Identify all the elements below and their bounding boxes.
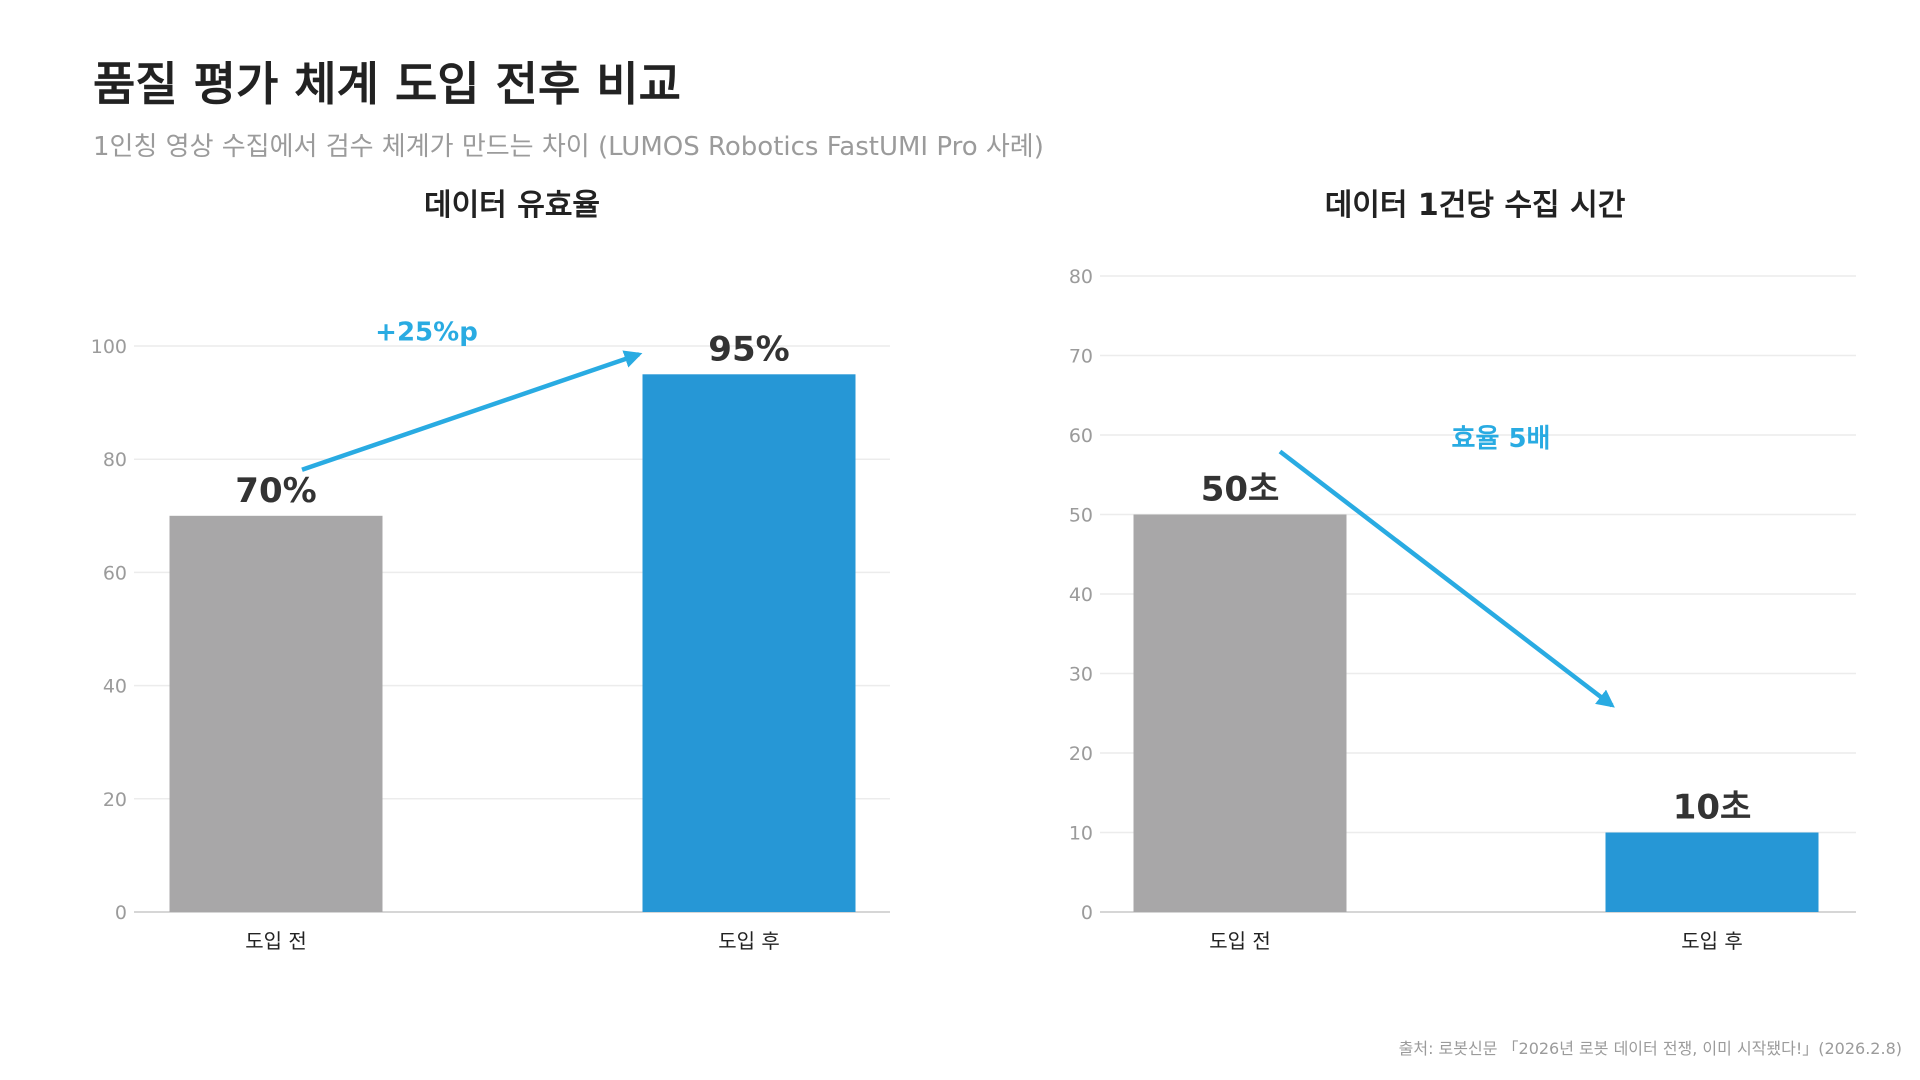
y-tick-label: 0 <box>115 902 127 924</box>
x-tick-label: 도입 전 <box>245 929 307 953</box>
y-tick-label: 40 <box>1069 584 1093 606</box>
data-label: 95% <box>708 329 789 369</box>
y-tick-label: 60 <box>103 562 127 584</box>
x-tick-label: 도입 후 <box>718 929 780 953</box>
y-tick-label: 80 <box>103 449 127 471</box>
y-tick-label: 60 <box>1069 425 1093 447</box>
bar-before <box>169 515 383 912</box>
data-label: 70% <box>235 471 316 511</box>
chart-title: 데이터 유효율 <box>424 188 600 223</box>
chart-title: 데이터 1건당 수집 시간 <box>1325 188 1626 223</box>
x-tick-label: 도입 전 <box>1209 929 1271 953</box>
validity-rate-chart: 데이터 유효율 0 20 40 60 80 100 70% 도입 전 95% 도입 후 +25%p <box>91 188 890 953</box>
y-tick-label: 50 <box>1069 505 1093 527</box>
page-subtitle: 1인칭 영상 수집에서 검수 체계가 만드는 차이 (LUMOS Robotic… <box>93 132 1044 162</box>
y-tick-label: 70 <box>1069 346 1093 368</box>
source-note: 출처: 로봇신문 「2026년 로봇 데이터 전쟁, 이미 시작됐다!」(202… <box>1398 1039 1902 1058</box>
y-tick-label: 30 <box>1069 664 1093 686</box>
y-tick-label: 100 <box>91 336 127 358</box>
data-label: 10초 <box>1673 788 1752 828</box>
x-tick-label: 도입 후 <box>1681 929 1743 953</box>
y-tick-label: 0 <box>1081 902 1093 924</box>
y-tick-label: 40 <box>103 676 127 698</box>
trend-arrow <box>301 350 643 472</box>
annotation-label: 효율 5배 <box>1452 424 1551 454</box>
bar-after <box>1605 832 1819 912</box>
y-tick-label: 20 <box>103 789 127 811</box>
bar-before <box>1133 514 1347 912</box>
bar-after <box>642 374 856 912</box>
trend-arrow <box>1278 449 1615 708</box>
page-title: 품질 평가 체계 도입 전후 비교 <box>93 57 681 111</box>
y-tick-label: 80 <box>1069 266 1093 288</box>
y-tick-label: 10 <box>1069 823 1093 845</box>
y-tick-label: 20 <box>1069 743 1093 765</box>
data-label: 50초 <box>1201 470 1280 510</box>
annotation-label: +25%p <box>375 317 478 347</box>
